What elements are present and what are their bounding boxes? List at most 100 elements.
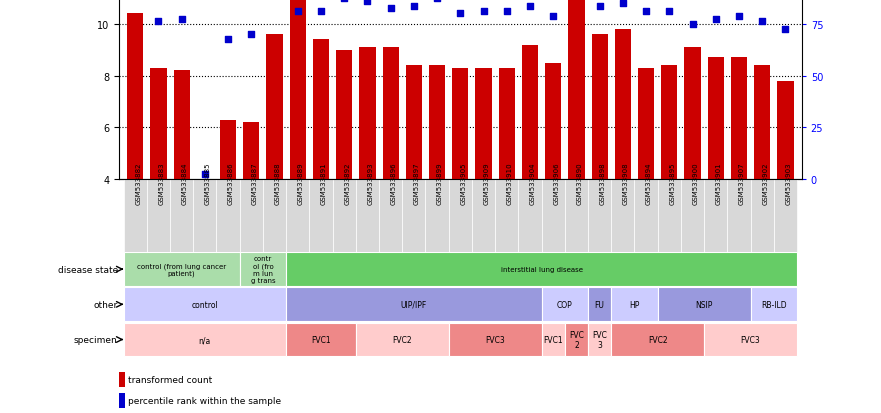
Text: GSM533886: GSM533886: [228, 162, 234, 204]
Point: [152, 19, 166, 26]
Bar: [704, 180, 728, 252]
Point: [477, 9, 491, 15]
Point: [454, 11, 468, 18]
Bar: [611, 323, 704, 356]
Text: GSM533893: GSM533893: [367, 162, 374, 204]
Text: UIP/IPF: UIP/IPF: [401, 300, 427, 309]
Bar: [220, 120, 236, 180]
Bar: [123, 180, 147, 252]
Point: [314, 9, 328, 15]
Bar: [313, 40, 329, 180]
Text: control: control: [191, 300, 218, 309]
Bar: [565, 323, 588, 356]
Text: GSM533891: GSM533891: [321, 162, 327, 204]
Point: [523, 3, 537, 10]
Text: GSM533888: GSM533888: [275, 162, 280, 204]
Text: interstitial lung disease: interstitial lung disease: [500, 266, 582, 273]
Text: GSM533882: GSM533882: [135, 162, 141, 204]
Text: FVC1: FVC1: [544, 335, 563, 344]
Bar: [707, 58, 724, 180]
Text: GSM533907: GSM533907: [739, 162, 745, 204]
Text: GSM533909: GSM533909: [484, 162, 490, 204]
Text: FVC3: FVC3: [485, 335, 505, 344]
Point: [732, 14, 746, 20]
Text: GSM533885: GSM533885: [205, 162, 211, 204]
Text: GSM533905: GSM533905: [461, 162, 466, 204]
Bar: [685, 48, 700, 180]
Text: transformed count: transformed count: [128, 375, 212, 384]
Bar: [286, 253, 797, 286]
Text: GSM533890: GSM533890: [576, 162, 582, 204]
Bar: [495, 180, 518, 252]
Text: GSM533902: GSM533902: [762, 162, 768, 204]
Text: GSM533910: GSM533910: [507, 162, 513, 204]
Bar: [309, 180, 333, 252]
Bar: [356, 323, 448, 356]
Bar: [591, 35, 608, 180]
Bar: [359, 48, 375, 180]
Bar: [634, 180, 658, 252]
Text: GSM533897: GSM533897: [414, 162, 420, 204]
Text: contr
ol (fro
m lun
g trans: contr ol (fro m lun g trans: [250, 256, 275, 283]
Text: FVC3: FVC3: [741, 335, 760, 344]
Text: GSM533892: GSM533892: [344, 162, 351, 204]
Point: [337, 0, 352, 2]
Text: GSM533908: GSM533908: [623, 162, 629, 204]
Bar: [472, 180, 495, 252]
Bar: [588, 323, 611, 356]
Bar: [452, 69, 469, 180]
Point: [407, 3, 421, 10]
Text: GSM533901: GSM533901: [715, 162, 722, 204]
Bar: [662, 66, 677, 180]
Bar: [499, 69, 515, 180]
Bar: [217, 180, 240, 252]
Point: [708, 17, 722, 23]
Bar: [751, 180, 774, 252]
Bar: [286, 323, 356, 356]
Bar: [658, 180, 681, 252]
Text: GSM533896: GSM533896: [390, 162, 396, 204]
Text: FVC
2: FVC 2: [569, 330, 584, 349]
Bar: [286, 180, 309, 252]
Bar: [728, 180, 751, 252]
Text: percentile rank within the sample: percentile rank within the sample: [128, 396, 281, 405]
Bar: [379, 180, 403, 252]
Bar: [568, 0, 585, 180]
Bar: [429, 66, 445, 180]
Text: GSM533894: GSM533894: [646, 162, 652, 204]
Text: NSIP: NSIP: [695, 300, 713, 309]
Text: GSM533900: GSM533900: [692, 162, 699, 204]
Point: [593, 3, 607, 10]
Text: FVC
3: FVC 3: [592, 330, 607, 349]
Bar: [731, 58, 747, 180]
Text: COP: COP: [557, 300, 573, 309]
Bar: [588, 180, 611, 252]
Text: FVC1: FVC1: [311, 335, 330, 344]
Text: other: other: [93, 300, 118, 309]
Bar: [658, 288, 751, 321]
Bar: [151, 69, 167, 180]
Bar: [243, 123, 259, 180]
Text: GSM533899: GSM533899: [437, 162, 443, 204]
Bar: [336, 51, 352, 180]
Point: [663, 9, 677, 15]
Text: FVC2: FVC2: [392, 335, 412, 344]
Text: control (from lung cancer
patient): control (from lung cancer patient): [137, 263, 226, 276]
Point: [685, 21, 700, 28]
Bar: [266, 35, 283, 180]
Text: n/a: n/a: [199, 335, 211, 344]
Bar: [704, 323, 797, 356]
Bar: [611, 180, 634, 252]
Bar: [448, 323, 542, 356]
Bar: [542, 288, 588, 321]
Point: [546, 14, 560, 20]
Bar: [119, 372, 125, 387]
Point: [174, 17, 189, 23]
Bar: [127, 14, 144, 180]
Bar: [518, 180, 542, 252]
Bar: [290, 0, 306, 180]
Bar: [123, 253, 240, 286]
Bar: [542, 323, 565, 356]
Bar: [382, 48, 399, 180]
Bar: [147, 180, 170, 252]
